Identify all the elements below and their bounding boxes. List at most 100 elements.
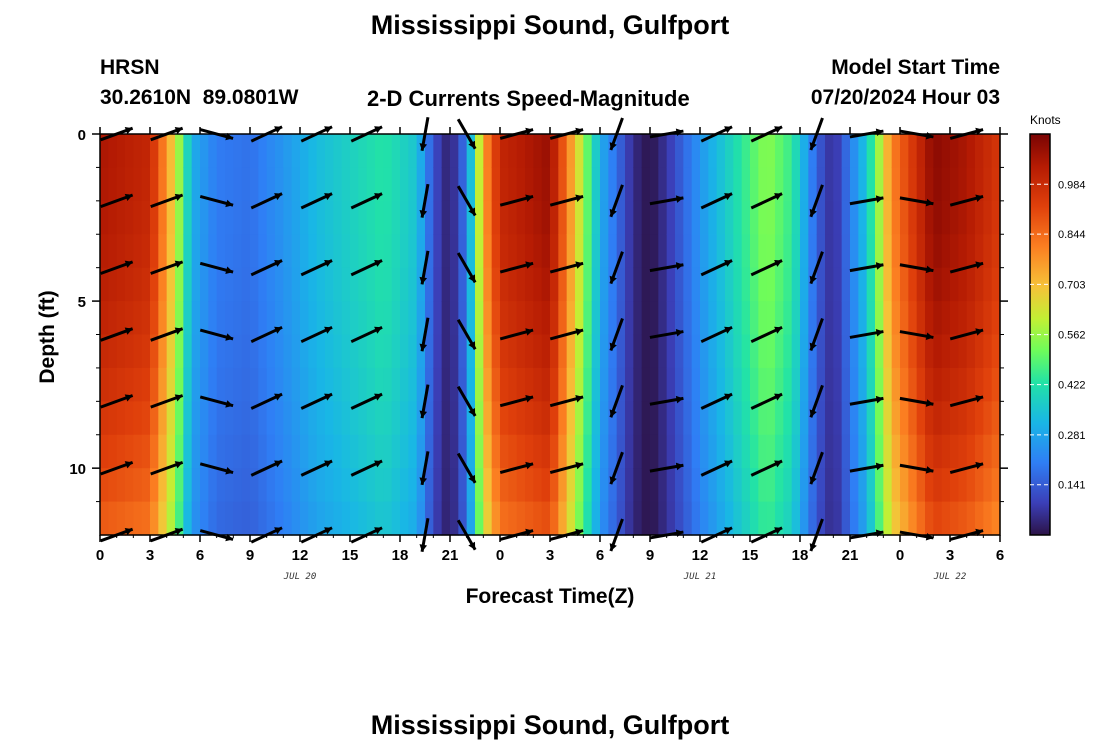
heatmap-cell <box>550 468 559 503</box>
heatmap-cell <box>166 267 176 302</box>
heatmap-cell <box>908 200 918 235</box>
heatmap-cell <box>875 468 884 503</box>
heatmap-cell <box>758 501 768 536</box>
heatmap-cell <box>433 267 443 302</box>
heatmap-cell <box>225 334 234 369</box>
heatmap-cell <box>308 267 318 302</box>
heatmap-cell <box>783 301 793 336</box>
heatmap-cell <box>283 267 293 302</box>
heatmap-cell <box>858 401 868 436</box>
heatmap-cell <box>283 501 293 536</box>
heatmap-cell <box>241 501 251 536</box>
heatmap-cell <box>433 401 443 436</box>
heatmap-cell <box>758 401 768 436</box>
heatmap-cell <box>908 234 918 269</box>
heatmap-cell <box>400 401 409 436</box>
heatmap-cell <box>950 267 959 302</box>
heatmap-cell <box>341 267 351 302</box>
heatmap-cell <box>158 401 168 436</box>
current-vector <box>456 185 477 217</box>
heatmap-cell <box>700 367 709 402</box>
heatmap-cell <box>466 200 476 235</box>
heatmap-cell <box>775 468 784 503</box>
heatmap-cell <box>975 501 984 536</box>
heatmap-cell <box>375 401 384 436</box>
heatmap-cell <box>833 301 843 336</box>
current-vector <box>250 325 283 344</box>
heatmap-cell <box>700 167 709 202</box>
heatmap-cell <box>108 434 118 469</box>
heatmap-cell <box>400 334 409 369</box>
heatmap-cell <box>841 468 851 503</box>
heatmap-cell <box>208 367 218 402</box>
heatmap-cell <box>300 301 309 336</box>
heatmap-cell <box>566 334 576 369</box>
heatmap-cell <box>666 401 676 436</box>
heatmap-cell <box>208 434 218 469</box>
heatmap-cell <box>650 434 659 469</box>
heatmap-cell <box>866 367 876 402</box>
heatmap-cell <box>691 434 701 469</box>
heatmap-cell <box>733 134 743 169</box>
heatmap-cell <box>483 501 493 536</box>
heatmap-cell <box>350 434 359 469</box>
heatmap-cell <box>433 501 443 536</box>
heatmap-cell <box>866 468 876 503</box>
heatmap-cell <box>550 334 559 369</box>
heatmap-cell <box>575 501 584 536</box>
heatmap-cell <box>733 401 743 436</box>
heatmap-cell <box>583 501 593 536</box>
heatmap-cell <box>808 267 818 302</box>
heatmap-cell <box>716 167 726 202</box>
heatmap-cell <box>783 234 793 269</box>
heatmap-cell <box>183 267 193 302</box>
heatmap-cell <box>841 134 851 169</box>
heatmap-cell <box>925 367 934 402</box>
heatmap-cell <box>658 334 668 369</box>
current-vector <box>499 328 534 341</box>
current-vector <box>649 195 684 206</box>
heatmap-cell <box>441 468 451 503</box>
heatmap-cell <box>825 434 834 469</box>
heatmap-cell <box>975 301 984 336</box>
heatmap-cell <box>483 434 493 469</box>
heatmap-cell <box>975 234 984 269</box>
current-vector <box>649 395 684 406</box>
x-tick-label: 18 <box>392 547 409 564</box>
heatmap-cell <box>158 200 168 235</box>
heatmap-cell <box>116 401 126 436</box>
heatmap-cell <box>175 301 184 336</box>
heatmap-cell <box>808 501 818 536</box>
heatmap-cell <box>775 301 784 336</box>
heatmap-cell <box>225 367 234 402</box>
heatmap-cell <box>358 334 368 369</box>
heatmap-cell <box>833 501 843 536</box>
heatmap-cell <box>541 434 551 469</box>
heatmap-cell <box>166 200 176 235</box>
x-tick-label: 3 <box>946 547 954 564</box>
heatmap-cell <box>433 334 443 369</box>
heatmap-cell <box>375 334 384 369</box>
heatmap-cell <box>400 234 409 269</box>
heatmap-cell <box>641 401 651 436</box>
heatmap-cell <box>550 501 559 536</box>
heatmap-cell <box>341 134 351 169</box>
heatmap-cell <box>350 301 359 336</box>
heatmap-cell <box>266 401 276 436</box>
heatmap-cell <box>591 401 601 436</box>
heatmap-cell <box>833 367 843 402</box>
model-start-value: 07/20/2024 Hour 03 <box>810 86 1000 109</box>
heatmap-cell <box>491 501 501 536</box>
heatmap-cell <box>600 134 609 169</box>
heatmap-cell <box>433 134 443 169</box>
current-vector <box>649 262 684 273</box>
heatmap-cell <box>108 234 118 269</box>
current-vector <box>949 194 984 207</box>
heatmap-cell <box>916 267 926 302</box>
current-vector <box>899 463 934 474</box>
heatmap-cell <box>183 200 193 235</box>
heatmap-cell <box>633 501 643 536</box>
current-vector <box>649 328 684 339</box>
heatmap-cell <box>425 401 434 436</box>
heatmap-cell <box>475 134 484 169</box>
